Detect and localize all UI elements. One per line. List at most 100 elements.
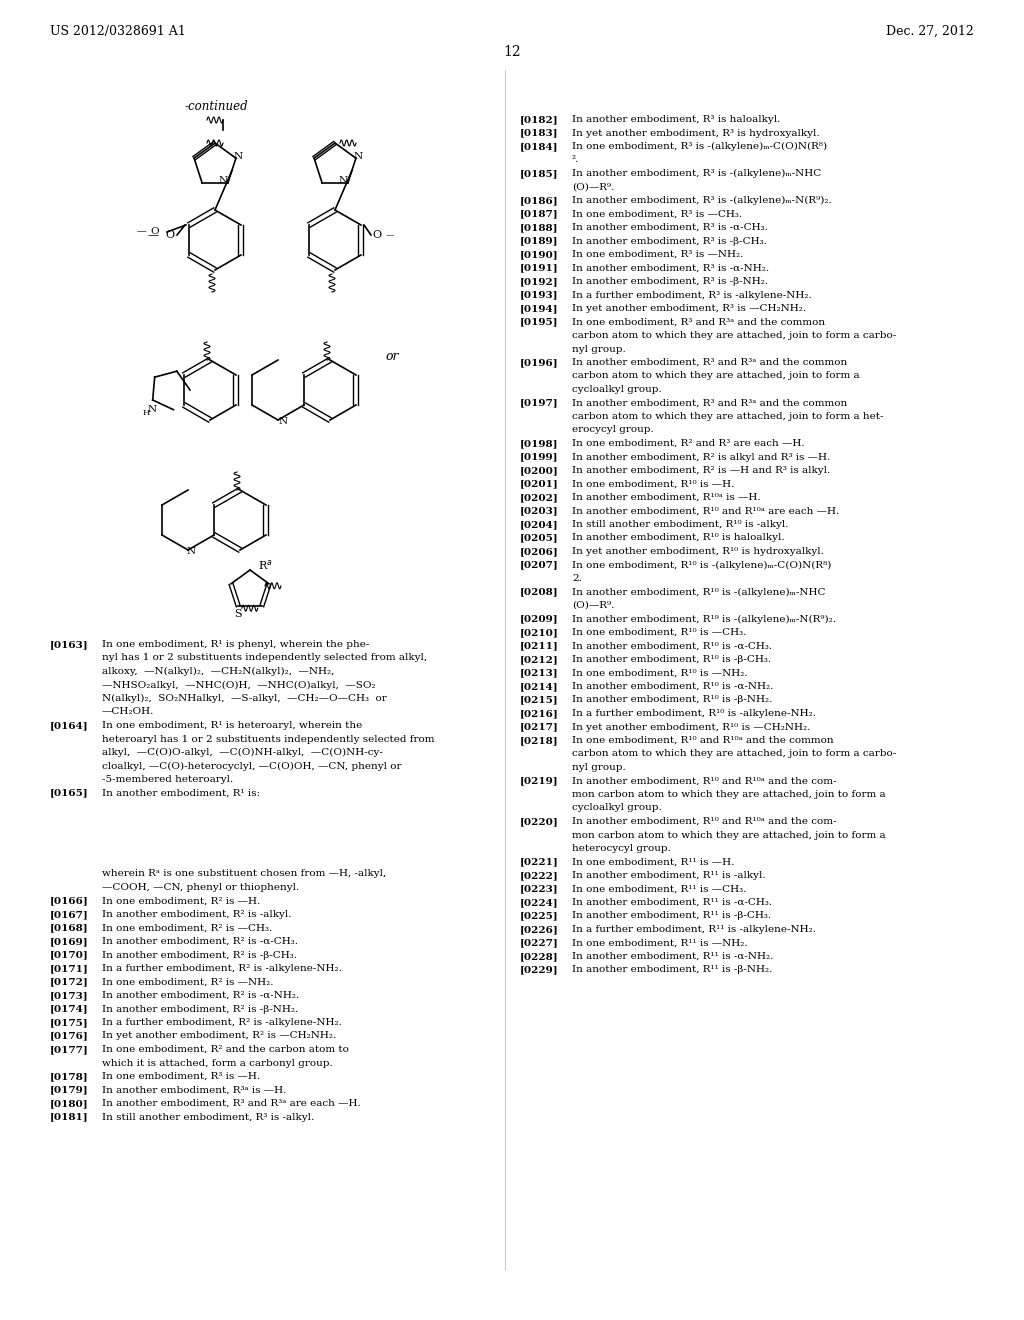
Text: In one embodiment, R¹⁰ and R¹⁰ᵃ and the common: In one embodiment, R¹⁰ and R¹⁰ᵃ and the …: [572, 737, 834, 744]
Text: [0175]: [0175]: [50, 1018, 89, 1027]
Text: R$^a$: R$^a$: [258, 558, 272, 572]
Text: In one embodiment, R¹⁰ is —CH₃.: In one embodiment, R¹⁰ is —CH₃.: [572, 628, 746, 638]
Text: In one embodiment, R¹¹ is —H.: In one embodiment, R¹¹ is —H.: [572, 858, 734, 866]
Text: [0200]: [0200]: [520, 466, 559, 475]
Text: ².: ².: [572, 156, 580, 165]
Text: In one embodiment, R² is —H.: In one embodiment, R² is —H.: [102, 896, 260, 906]
Text: [0196]: [0196]: [520, 358, 559, 367]
Text: —: —: [386, 231, 394, 239]
Text: heterocycyl group.: heterocycyl group.: [572, 843, 671, 853]
Text: 2.: 2.: [572, 574, 582, 583]
Text: In another embodiment, R¹⁰ is -α-CH₃.: In another embodiment, R¹⁰ is -α-CH₃.: [572, 642, 772, 651]
Text: N: N: [218, 177, 227, 185]
Text: In another embodiment, R¹⁰ and R¹⁰ᵃ are each —H.: In another embodiment, R¹⁰ and R¹⁰ᵃ are …: [572, 507, 840, 516]
Text: In a further embodiment, R² is -alkylene-NH₂.: In a further embodiment, R² is -alkylene…: [102, 1018, 342, 1027]
Text: [0228]: [0228]: [520, 952, 559, 961]
Text: N: N: [233, 152, 243, 161]
Text: cycloalkyl group.: cycloalkyl group.: [572, 804, 662, 813]
Text: [0192]: [0192]: [520, 277, 559, 286]
Text: carbon atom to which they are attached, join to form a het-: carbon atom to which they are attached, …: [572, 412, 884, 421]
Text: In another embodiment, R² is -α-CH₃.: In another embodiment, R² is -α-CH₃.: [102, 937, 298, 946]
Text: [0181]: [0181]: [50, 1113, 89, 1122]
Text: In another embodiment, R² is -β-NH₂.: In another embodiment, R² is -β-NH₂.: [102, 1005, 298, 1014]
Text: In another embodiment, R² is alkyl and R³ is —H.: In another embodiment, R² is alkyl and R…: [572, 453, 830, 462]
Text: [0190]: [0190]: [520, 249, 559, 259]
Text: In a further embodiment, R³ is -alkylene-NH₂.: In a further embodiment, R³ is -alkylene…: [572, 290, 812, 300]
Text: cloalkyl, —C(O)-heterocyclyl, —C(O)OH, —CN, phenyl or: cloalkyl, —C(O)-heterocyclyl, —C(O)OH, —…: [102, 762, 401, 771]
Text: In yet another embodiment, R³ is hydroxyalkyl.: In yet another embodiment, R³ is hydroxy…: [572, 128, 819, 137]
Text: [0172]: [0172]: [50, 978, 89, 986]
Text: [0177]: [0177]: [50, 1045, 89, 1053]
Text: [0168]: [0168]: [50, 924, 89, 932]
Text: (O)—R⁹.: (O)—R⁹.: [572, 601, 614, 610]
Text: In a further embodiment, R² is -alkylene-NH₂.: In a further embodiment, R² is -alkylene…: [102, 964, 342, 973]
Text: In still another embodiment, R¹⁰ is -alkyl.: In still another embodiment, R¹⁰ is -alk…: [572, 520, 788, 529]
Text: [0179]: [0179]: [50, 1085, 89, 1094]
Text: —: —: [136, 227, 145, 236]
Text: [0219]: [0219]: [520, 776, 559, 785]
Text: US 2012/0328691 A1: US 2012/0328691 A1: [50, 25, 185, 38]
Text: [0211]: [0211]: [520, 642, 559, 651]
Text: In another embodiment, R³ is -β-CH₃.: In another embodiment, R³ is -β-CH₃.: [572, 236, 767, 246]
Text: In one embodiment, R¹⁰ is —H.: In one embodiment, R¹⁰ is —H.: [572, 479, 734, 488]
Text: nyl group.: nyl group.: [572, 345, 626, 354]
Text: [0164]: [0164]: [50, 721, 89, 730]
Text: In another embodiment, R¹⁰ is -(alkylene)ₘ-NHC: In another embodiment, R¹⁰ is -(alkylene…: [572, 587, 825, 597]
Text: Dec. 27, 2012: Dec. 27, 2012: [886, 25, 974, 38]
Text: N: N: [147, 405, 157, 414]
Text: H: H: [142, 409, 150, 417]
Text: [0229]: [0229]: [520, 965, 559, 974]
Text: [0214]: [0214]: [520, 682, 559, 690]
Text: In another embodiment, R² is -β-CH₃.: In another embodiment, R² is -β-CH₃.: [102, 950, 297, 960]
Text: [0226]: [0226]: [520, 925, 559, 935]
Text: [0203]: [0203]: [520, 507, 559, 516]
Text: In another embodiment, R¹¹ is -β-NH₂.: In another embodiment, R¹¹ is -β-NH₂.: [572, 965, 772, 974]
Text: In one embodiment, R³ and R³ᵃ and the common: In one embodiment, R³ and R³ᵃ and the co…: [572, 318, 825, 326]
Text: [0201]: [0201]: [520, 479, 559, 488]
Text: [0222]: [0222]: [520, 871, 559, 880]
Text: In still another embodiment, R³ is -alkyl.: In still another embodiment, R³ is -alky…: [102, 1113, 314, 1122]
Text: [0220]: [0220]: [520, 817, 559, 826]
Text: In another embodiment, R¹⁰ is -β-CH₃.: In another embodiment, R¹⁰ is -β-CH₃.: [572, 655, 771, 664]
Text: carbon atom to which they are attached, join to form a: carbon atom to which they are attached, …: [572, 371, 859, 380]
Text: In another embodiment, R³ and R³ᵃ are each —H.: In another embodiment, R³ and R³ᵃ are ea…: [102, 1100, 360, 1107]
Text: In one embodiment, R¹¹ is —NH₂.: In one embodiment, R¹¹ is —NH₂.: [572, 939, 748, 948]
Text: [0163]: [0163]: [50, 640, 89, 649]
Text: [0169]: [0169]: [50, 937, 89, 946]
Text: In another embodiment, R¹¹ is -alkyl.: In another embodiment, R¹¹ is -alkyl.: [572, 871, 766, 880]
Text: [0199]: [0199]: [520, 453, 558, 462]
Text: [0193]: [0193]: [520, 290, 558, 300]
Text: [0195]: [0195]: [520, 318, 558, 326]
Text: [0208]: [0208]: [520, 587, 559, 597]
Text: N(alkyl)₂,  SO₂NHalkyl,  —S-alkyl,  —CH₂—O—CH₃  or: N(alkyl)₂, SO₂NHalkyl, —S-alkyl, —CH₂—O—…: [102, 694, 387, 704]
Text: [0171]: [0171]: [50, 964, 89, 973]
Text: [0210]: [0210]: [520, 628, 559, 638]
Text: O: O: [151, 227, 160, 236]
Text: N: N: [279, 417, 288, 426]
Text: 12: 12: [503, 45, 521, 59]
Text: In another embodiment, R³ and R³ᵃ and the common: In another embodiment, R³ and R³ᵃ and th…: [572, 358, 847, 367]
Text: [0178]: [0178]: [50, 1072, 89, 1081]
Text: [0205]: [0205]: [520, 533, 559, 543]
Text: In another embodiment, R² is -alkyl.: In another embodiment, R² is -alkyl.: [102, 909, 292, 919]
Text: —COOH, —CN, phenyl or thiophenyl.: —COOH, —CN, phenyl or thiophenyl.: [102, 883, 299, 892]
Text: In one embodiment, R² is —NH₂.: In one embodiment, R² is —NH₂.: [102, 978, 273, 986]
Text: N: N: [338, 177, 347, 185]
Text: -5-membered heteroaryl.: -5-membered heteroaryl.: [102, 775, 233, 784]
Text: [0188]: [0188]: [520, 223, 558, 232]
Text: In another embodiment, R³ᵃ is —H.: In another embodiment, R³ᵃ is —H.: [102, 1085, 287, 1094]
Text: In another embodiment, R³ is -(alkylene)ₘ-N(R⁹)₂.: In another embodiment, R³ is -(alkylene)…: [572, 195, 831, 205]
Text: [0194]: [0194]: [520, 304, 558, 313]
Text: In one embodiment, R¹ is heteroaryl, wherein the: In one embodiment, R¹ is heteroaryl, whe…: [102, 721, 362, 730]
Text: alkyl,  —C(O)O-alkyl,  —C(O)NH-alkyl,  —C(O)NH-cy-: alkyl, —C(O)O-alkyl, —C(O)NH-alkyl, —C(O…: [102, 748, 383, 758]
Text: or: or: [385, 350, 398, 363]
Text: [0215]: [0215]: [520, 696, 559, 705]
Text: In one embodiment, R² and the carbon atom to: In one embodiment, R² and the carbon ato…: [102, 1045, 349, 1053]
Text: In another embodiment, R¹¹ is -α-CH₃.: In another embodiment, R¹¹ is -α-CH₃.: [572, 898, 772, 907]
Text: In another embodiment, R¹⁰ is haloalkyl.: In another embodiment, R¹⁰ is haloalkyl.: [572, 533, 784, 543]
Text: [0185]: [0185]: [520, 169, 558, 178]
Text: In another embodiment, R¹¹ is -α-NH₂.: In another embodiment, R¹¹ is -α-NH₂.: [572, 952, 773, 961]
Text: [0173]: [0173]: [50, 991, 89, 1001]
Text: [0183]: [0183]: [520, 128, 558, 137]
Text: [0202]: [0202]: [520, 492, 559, 502]
